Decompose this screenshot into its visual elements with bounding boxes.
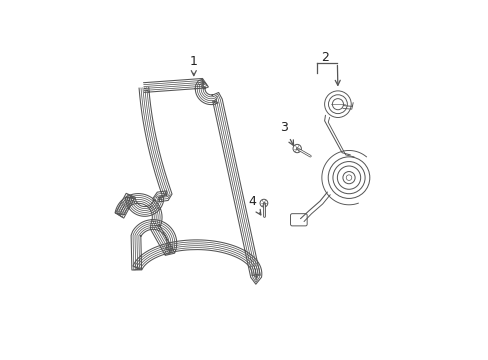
Text: 4: 4 bbox=[247, 195, 260, 215]
Text: 3: 3 bbox=[279, 121, 293, 145]
Text: 1: 1 bbox=[189, 55, 197, 76]
Text: 2: 2 bbox=[321, 50, 329, 64]
